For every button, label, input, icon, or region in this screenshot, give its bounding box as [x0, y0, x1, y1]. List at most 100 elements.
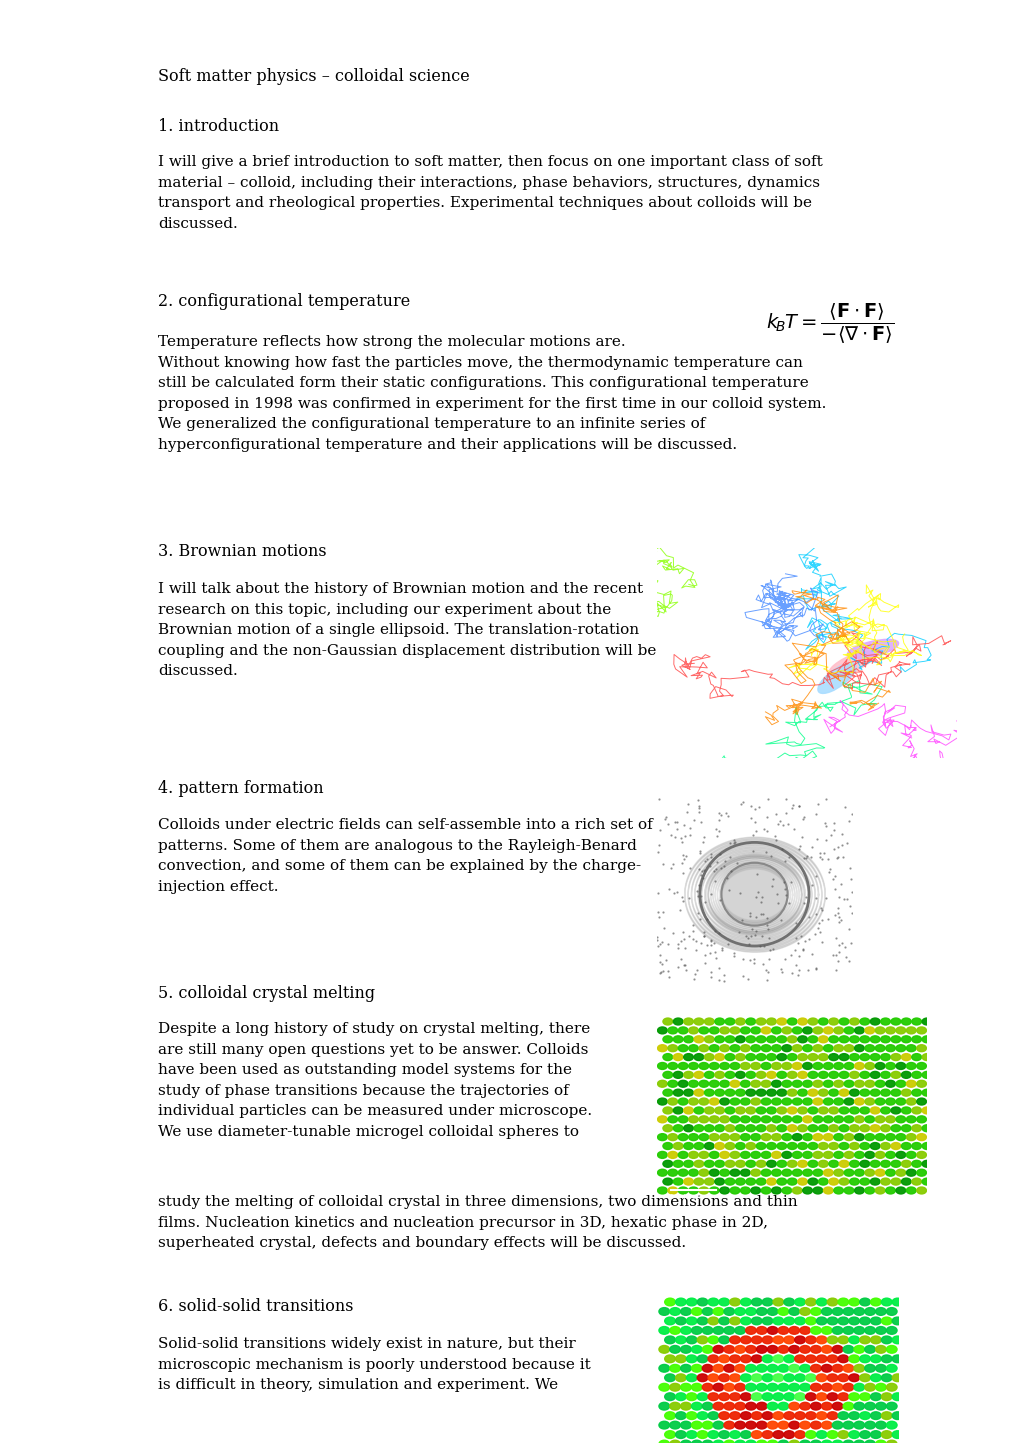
Circle shape	[884, 1027, 895, 1033]
Circle shape	[869, 1336, 880, 1343]
Circle shape	[869, 1160, 879, 1167]
Circle shape	[892, 1374, 902, 1381]
Circle shape	[884, 1045, 895, 1052]
Circle shape	[770, 1098, 781, 1105]
Circle shape	[874, 1326, 886, 1335]
Circle shape	[874, 1403, 886, 1410]
Circle shape	[848, 1299, 859, 1306]
Circle shape	[729, 1299, 740, 1306]
Circle shape	[864, 1152, 873, 1159]
Circle shape	[719, 1062, 729, 1069]
Circle shape	[751, 1411, 761, 1420]
Circle shape	[921, 1107, 931, 1114]
Circle shape	[770, 1027, 781, 1033]
Text: I will talk about the history of Brownian motion and the recent
research on this: I will talk about the history of Brownia…	[158, 582, 656, 678]
Circle shape	[707, 1431, 718, 1439]
Circle shape	[815, 1392, 826, 1401]
Circle shape	[683, 1053, 693, 1061]
Circle shape	[707, 1411, 718, 1420]
Circle shape	[698, 1134, 708, 1140]
Circle shape	[880, 1392, 892, 1401]
Circle shape	[657, 1081, 666, 1087]
Circle shape	[740, 1115, 749, 1123]
Circle shape	[751, 1392, 761, 1401]
Circle shape	[828, 1177, 838, 1185]
Circle shape	[686, 1431, 696, 1439]
Circle shape	[802, 1152, 811, 1159]
Circle shape	[718, 1317, 729, 1325]
Circle shape	[810, 1421, 820, 1429]
Circle shape	[658, 1365, 668, 1372]
Circle shape	[714, 1160, 723, 1167]
Circle shape	[839, 1053, 848, 1061]
Circle shape	[776, 1053, 786, 1061]
Circle shape	[750, 1134, 760, 1140]
Circle shape	[669, 1440, 680, 1443]
Circle shape	[844, 1027, 853, 1033]
Circle shape	[826, 1411, 837, 1420]
Circle shape	[667, 1081, 677, 1087]
Circle shape	[708, 1098, 718, 1105]
Circle shape	[783, 1336, 794, 1343]
Circle shape	[828, 1019, 838, 1025]
Circle shape	[822, 1062, 833, 1069]
Circle shape	[662, 1053, 672, 1061]
Circle shape	[828, 1160, 838, 1167]
Circle shape	[770, 1134, 781, 1140]
Circle shape	[802, 1169, 811, 1176]
Circle shape	[698, 1062, 708, 1069]
Circle shape	[756, 1326, 766, 1335]
Circle shape	[735, 1053, 745, 1061]
Circle shape	[714, 1177, 723, 1185]
Circle shape	[719, 1115, 729, 1123]
Circle shape	[864, 1365, 874, 1372]
Circle shape	[718, 1299, 729, 1306]
Circle shape	[879, 1071, 890, 1078]
Circle shape	[839, 1124, 848, 1131]
Circle shape	[916, 1027, 925, 1033]
Circle shape	[859, 1317, 869, 1325]
Circle shape	[805, 1299, 815, 1306]
Circle shape	[892, 1299, 902, 1306]
Circle shape	[901, 1124, 910, 1131]
Circle shape	[787, 1143, 796, 1150]
Circle shape	[704, 1019, 713, 1025]
Circle shape	[761, 1374, 772, 1381]
Circle shape	[688, 1045, 698, 1052]
Circle shape	[892, 1411, 902, 1420]
Circle shape	[712, 1365, 723, 1372]
Circle shape	[812, 1134, 822, 1140]
Text: 1. introduction: 1. introduction	[158, 118, 279, 136]
Circle shape	[843, 1345, 853, 1354]
Circle shape	[712, 1345, 723, 1354]
Circle shape	[916, 1188, 925, 1193]
Circle shape	[832, 1440, 842, 1443]
Circle shape	[745, 1071, 755, 1078]
Ellipse shape	[828, 651, 874, 675]
Circle shape	[675, 1392, 686, 1401]
Circle shape	[901, 1160, 910, 1167]
Circle shape	[916, 1115, 925, 1123]
Circle shape	[812, 1081, 822, 1087]
Circle shape	[911, 1053, 920, 1061]
Circle shape	[844, 1188, 853, 1193]
Circle shape	[812, 1115, 822, 1123]
Circle shape	[667, 1169, 677, 1176]
Circle shape	[906, 1045, 915, 1052]
Circle shape	[662, 1071, 672, 1078]
Circle shape	[844, 1081, 853, 1087]
Circle shape	[810, 1384, 820, 1391]
Circle shape	[693, 1089, 703, 1097]
Circle shape	[849, 1124, 858, 1131]
Text: $k_{\!B}T = \dfrac{\langle \mathbf{F} \cdot \mathbf{F} \rangle}{-\langle \nabla : $k_{\!B}T = \dfrac{\langle \mathbf{F} \c…	[765, 302, 894, 345]
Circle shape	[704, 1071, 713, 1078]
Text: 3. Brownian motions: 3. Brownian motions	[158, 543, 326, 560]
Circle shape	[787, 1019, 796, 1025]
Circle shape	[879, 1177, 890, 1185]
Circle shape	[756, 1440, 766, 1443]
Circle shape	[874, 1081, 884, 1087]
Circle shape	[886, 1384, 896, 1391]
Circle shape	[697, 1431, 707, 1439]
Circle shape	[884, 1152, 895, 1159]
Circle shape	[745, 1160, 755, 1167]
